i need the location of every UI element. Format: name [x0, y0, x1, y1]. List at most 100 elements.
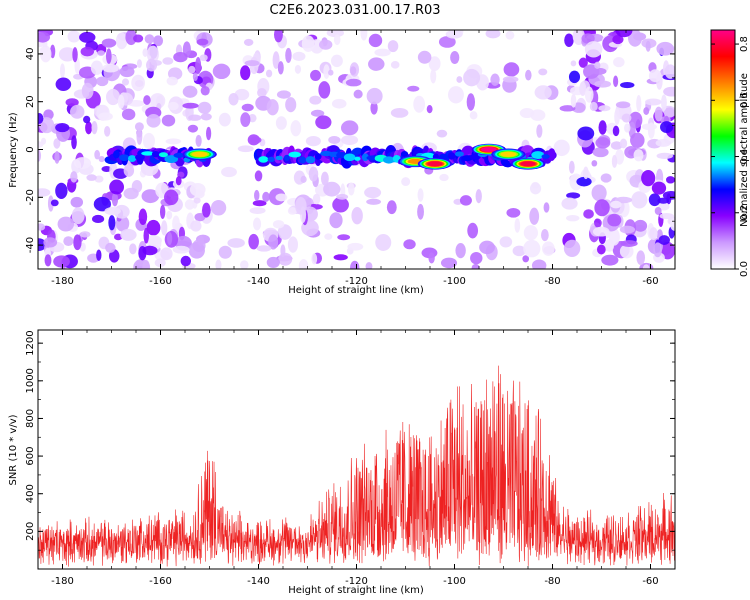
noise-blob — [529, 182, 542, 195]
noise-blob — [592, 226, 610, 237]
noise-blob — [50, 199, 59, 207]
noise-blob — [368, 57, 385, 71]
noise-blob — [93, 196, 111, 212]
noise-blob — [583, 166, 589, 180]
noise-blob — [195, 56, 202, 75]
noise-blob — [366, 198, 382, 205]
noise-blob — [47, 195, 54, 212]
signal-blob-core — [447, 152, 456, 160]
noise-blob — [212, 63, 231, 80]
noise-blob — [119, 66, 135, 78]
noise-blob — [142, 259, 151, 269]
noise-blob — [347, 242, 364, 251]
noise-blob — [584, 41, 603, 58]
spectrogram-xtick-label: -140 — [247, 276, 270, 287]
noise-blob — [159, 204, 166, 219]
noise-blob — [459, 195, 472, 206]
noise-blob — [315, 115, 332, 130]
noise-blob — [333, 34, 341, 46]
spectrogram-ticks: -180 -160 -140 -120 -100 -80 -60 -40 -20 0 20 40 — [25, 29, 676, 287]
noise-blob — [98, 112, 113, 121]
noise-blob — [619, 225, 636, 234]
noise-blob — [278, 252, 293, 266]
noise-blob — [538, 68, 548, 76]
signal-blob-core — [439, 153, 449, 160]
signal-blob-core — [531, 151, 545, 159]
noise-blob — [162, 57, 174, 65]
noise-blob — [323, 64, 330, 79]
noise-blob — [633, 149, 644, 162]
noise-blob — [365, 262, 373, 269]
noise-blob — [360, 30, 368, 41]
noise-blob — [581, 33, 595, 44]
noise-blob — [218, 245, 232, 259]
signal-peak — [427, 161, 443, 167]
noise-blob — [592, 147, 609, 158]
noise-blob — [160, 247, 173, 261]
noise-blob — [138, 245, 147, 261]
noise-blob — [192, 72, 198, 82]
noise-blob — [81, 82, 94, 100]
noise-blob — [161, 220, 168, 236]
noise-blob — [153, 35, 164, 47]
noise-blob — [196, 38, 209, 46]
noise-blob — [613, 75, 619, 88]
noise-blob — [123, 187, 139, 200]
noise-blob — [566, 214, 580, 222]
signal-blob-core — [127, 155, 137, 163]
noise-blob — [73, 157, 92, 170]
noise-blob — [248, 233, 259, 250]
noise-blob — [529, 207, 540, 225]
noise-blob — [648, 193, 661, 207]
noise-blob — [598, 120, 607, 135]
noise-blob — [55, 182, 68, 200]
noise-blob — [101, 38, 117, 48]
noise-blob — [117, 94, 125, 109]
noise-blob — [96, 76, 109, 87]
noise-blob — [649, 227, 658, 241]
noise-blob — [123, 164, 135, 177]
noise-blob — [594, 61, 601, 69]
noise-blob — [563, 239, 581, 257]
noise-blob — [218, 112, 231, 127]
spectrogram-ytick-label: 20 — [25, 95, 36, 108]
noise-blob — [656, 152, 674, 159]
noise-blob — [579, 81, 587, 97]
signal-peak — [500, 151, 517, 157]
noise-blob — [67, 30, 81, 43]
noise-blob — [146, 219, 161, 236]
noise-blob — [589, 101, 598, 112]
noise-blob — [641, 170, 656, 187]
noise-blob — [90, 60, 103, 75]
noise-blob — [275, 193, 288, 202]
snr-xlabel: Height of straight line (km) — [288, 585, 424, 596]
noise-blob — [193, 197, 201, 204]
noise-blob — [94, 149, 100, 160]
noise-blob — [499, 236, 513, 248]
noise-blob — [92, 214, 105, 224]
noise-blob — [221, 166, 237, 178]
noise-blob — [109, 179, 125, 195]
noise-blob — [142, 132, 155, 150]
spectrogram-frame — [37, 29, 676, 270]
noise-blob — [58, 47, 76, 62]
noise-blob — [542, 241, 555, 256]
noise-blob — [654, 106, 663, 122]
colorbar-tick-label: 0.4 — [739, 149, 750, 165]
spectrogram-blobs — [38, 30, 675, 269]
noise-blob — [627, 30, 643, 47]
noise-blob — [240, 260, 249, 269]
noise-blob — [349, 62, 360, 77]
colorbar-label: Normalized spectral amplitude — [739, 73, 750, 227]
noise-blob — [660, 121, 674, 134]
noise-blob — [86, 174, 97, 181]
colorbar-ticks: 0.0 0.2 0.4 0.6 0.8 — [711, 36, 750, 277]
noise-blob — [310, 69, 321, 82]
noise-blob — [65, 98, 79, 107]
noise-blob — [143, 95, 151, 106]
snr-xtick-label: -100 — [443, 576, 466, 587]
snr-xtick-label: -140 — [247, 576, 270, 587]
noise-blob — [240, 65, 251, 81]
signal-peak — [191, 151, 208, 157]
noise-blob — [199, 54, 208, 62]
